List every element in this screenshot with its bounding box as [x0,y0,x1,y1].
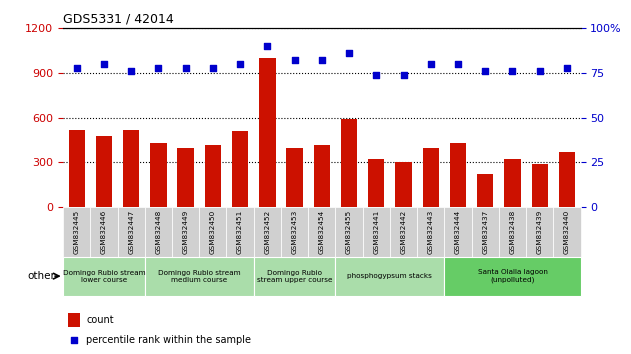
Bar [227,207,254,257]
Point [317,58,327,63]
Bar [90,207,117,257]
Bar [68,313,80,327]
Bar [336,207,363,257]
Text: Domingo Rubio stream
medium course: Domingo Rubio stream medium course [158,270,240,282]
Bar [144,207,172,257]
Bar [308,207,336,257]
Text: other: other [28,271,56,281]
Bar [254,257,336,296]
Point [290,58,300,63]
Bar [63,257,144,296]
Bar [444,207,471,257]
Text: GSM832455: GSM832455 [346,210,352,254]
Bar [336,257,444,296]
Point [99,61,109,67]
Point [153,65,163,70]
Point [208,65,218,70]
Bar [199,207,227,257]
Point [180,65,191,70]
Point [507,68,517,74]
Bar [341,119,357,207]
Text: GSM832446: GSM832446 [101,210,107,254]
Point [480,68,490,74]
Text: GSM832440: GSM832440 [564,210,570,254]
Bar [69,130,85,207]
Point [453,61,463,67]
Bar [471,207,499,257]
Point [426,61,436,67]
Text: GSM832439: GSM832439 [537,210,543,254]
Text: phosphogypsum stacks: phosphogypsum stacks [348,273,432,279]
Bar [368,159,384,207]
Bar [417,207,444,257]
Text: GSM832454: GSM832454 [319,210,325,254]
Text: GSM832442: GSM832442 [401,210,406,254]
Bar [531,164,548,207]
Bar [232,131,248,207]
Point [562,65,572,70]
Bar [150,143,167,207]
Bar [396,162,411,207]
Text: GSM832451: GSM832451 [237,210,243,254]
Text: GSM832443: GSM832443 [428,210,433,254]
Bar [363,207,390,257]
Point [534,68,545,74]
Point [344,51,354,56]
Point [69,337,79,343]
Bar [123,130,139,207]
Bar [144,257,254,296]
Text: GSM832441: GSM832441 [374,210,379,254]
Text: count: count [86,315,114,325]
Bar [117,207,144,257]
Text: GSM832450: GSM832450 [210,210,216,254]
Bar [526,207,553,257]
Bar [259,58,276,207]
Text: percentile rank within the sample: percentile rank within the sample [86,335,251,345]
Point [262,44,273,49]
Text: GSM832449: GSM832449 [182,210,189,254]
Point [72,65,82,70]
Bar [558,152,575,207]
Bar [254,207,281,257]
Bar [444,257,581,296]
Point [126,68,136,74]
Text: GSM832453: GSM832453 [292,210,298,254]
Bar [314,144,330,207]
Bar [423,148,439,207]
Bar [286,148,303,207]
Text: GDS5331 / 42014: GDS5331 / 42014 [63,13,174,26]
Text: GSM832444: GSM832444 [455,210,461,254]
Text: GSM832452: GSM832452 [264,210,270,254]
Bar [172,207,199,257]
Bar [504,159,521,207]
Bar [63,207,90,257]
Bar [390,207,417,257]
Bar [281,207,308,257]
Text: Santa Olalla lagoon
(unpolluted): Santa Olalla lagoon (unpolluted) [478,269,547,283]
Point [371,72,381,78]
Bar [177,148,194,207]
Text: GSM832445: GSM832445 [74,210,80,254]
Text: Domingo Rubio stream
lower course: Domingo Rubio stream lower course [62,270,145,282]
Bar [96,136,112,207]
Point [398,72,408,78]
Text: GSM832447: GSM832447 [128,210,134,254]
Text: GSM832438: GSM832438 [509,210,516,254]
Bar [553,207,581,257]
Bar [499,207,526,257]
Text: Domingo Rubio
stream upper course: Domingo Rubio stream upper course [257,270,333,282]
Bar [450,143,466,207]
Text: GSM832437: GSM832437 [482,210,488,254]
Bar [477,174,493,207]
Bar [204,144,221,207]
Text: GSM832448: GSM832448 [155,210,162,254]
Point [235,61,245,67]
